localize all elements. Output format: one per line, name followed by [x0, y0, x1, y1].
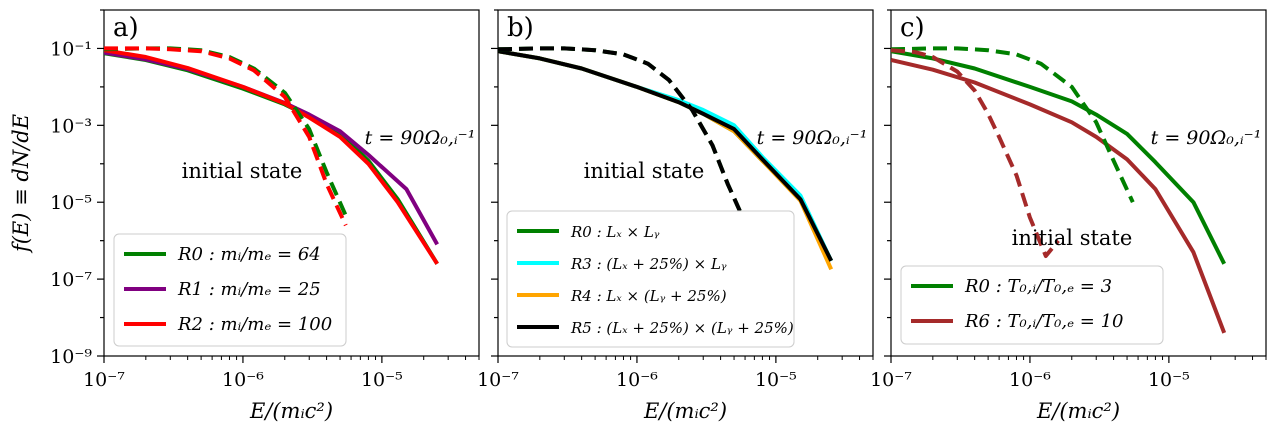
annotation-time: t = 90Ω₀,ᵢ⁻¹	[365, 127, 476, 149]
legend-label: R5 : (Lₓ + 25%) × (Lᵧ + 25%)	[570, 319, 794, 337]
y-tick-label: 10⁻³	[50, 115, 92, 137]
panel-label: c)	[900, 13, 925, 43]
x-tick-label: 10⁻⁷	[870, 369, 912, 391]
series-line-4-initial	[104, 46, 348, 217]
x-axis-label: E/(mᵢc²)	[1036, 399, 1120, 423]
legend-label: R0 : T₀,ᵢ/T₀,ₑ = 3	[964, 276, 1112, 297]
x-tick-label: 10⁻⁵	[1148, 369, 1190, 391]
legend-label: R4 : Lₓ × (Lᵧ + 25%)	[570, 287, 727, 305]
legend-box	[113, 233, 347, 347]
y-axis-label: f(E) ≡ dN/dE	[9, 114, 33, 254]
legend-box	[900, 265, 1164, 345]
series-line-2	[891, 58, 1227, 334]
x-axis-label: E/(mᵢc²)	[249, 399, 333, 423]
x-axis-label: E/(mᵢc²)	[643, 399, 727, 423]
plot-frame	[103, 9, 480, 357]
annotation-time: t = 90Ω₀,ᵢ⁻¹	[757, 127, 868, 149]
panel-3: 10⁻⁷ 10⁻⁶ 10⁻⁵ E/(mᵢc²) c) initial state t = 9…	[870, 9, 1267, 423]
legend-label: R2 : mᵢ/mₑ = 100	[177, 314, 332, 335]
plot-frame	[497, 9, 874, 357]
series-group	[498, 46, 834, 271]
series-line-6-initial	[498, 46, 742, 212]
legend-label: R0 : mᵢ/mₑ = 64	[177, 244, 321, 265]
annotation-initial-state: initial state	[584, 159, 705, 183]
series-group	[891, 46, 1227, 334]
x-tick-label: 10⁻⁷	[477, 369, 519, 391]
annotation-initial-state: initial state	[182, 159, 303, 183]
x-tick-label: 10⁻⁶	[222, 369, 264, 391]
legend-box	[506, 210, 795, 348]
x-tick-label: 10⁻⁶	[616, 369, 658, 391]
y-tick-label: 10⁻⁵	[50, 192, 92, 214]
y-tick-label: 10⁻¹	[50, 38, 92, 60]
legend-label: R3 : (Lₓ + 25%) × Lᵧ	[570, 255, 727, 273]
series-line-5-initial	[104, 46, 348, 227]
panel-2: 10⁻⁷ 10⁻⁶ 10⁻⁵ E/(mᵢc²) b) initial state t = 9…	[477, 9, 874, 423]
panel-1: 10⁻⁷ 10⁻⁶ 10⁻⁵10⁻⁹10⁻⁷10⁻⁵10⁻³10⁻¹E/(mᵢc²)…	[50, 9, 480, 423]
x-tick-label: 10⁻⁵	[755, 369, 797, 391]
x-tick-label: 10⁻⁷	[83, 369, 125, 391]
x-tick-label: 10⁻⁶	[1009, 369, 1051, 391]
panel-label: b)	[507, 13, 534, 43]
y-tick-label: 10⁻⁷	[50, 269, 92, 291]
legend-label: R6 : T₀,ᵢ/T₀,ₑ = 10	[964, 311, 1123, 332]
annotation-initial-state: initial state	[1012, 226, 1133, 250]
series-group	[104, 46, 439, 265]
plot-frame	[890, 9, 1267, 357]
panel-label: a)	[113, 13, 139, 43]
legend: R0 : T₀,ᵢ/T₀,ₑ = 3 R6 : T₀,ᵢ/T₀,ₑ = 10	[900, 265, 1164, 345]
series-line-3-initial	[891, 46, 1135, 204]
legend: R0 : Lₓ × Lᵧ R3 : (Lₓ + 25%) × Lᵧ R4 : Lₓ …	[506, 210, 795, 348]
legend-label: R1 : mᵢ/mₑ = 25	[177, 279, 321, 300]
legend: R0 : mᵢ/mₑ = 64 R1 : mᵢ/mₑ = 25 R2 : mᵢ/mₑ…	[113, 233, 347, 347]
x-tick-label: 10⁻⁵	[361, 369, 403, 391]
annotation-time: t = 90Ω₀,ᵢ⁻¹	[1151, 127, 1262, 149]
legend-label: R0 : Lₓ × Lᵧ	[570, 223, 660, 241]
y-tick-label: 10⁻⁹	[50, 346, 92, 368]
